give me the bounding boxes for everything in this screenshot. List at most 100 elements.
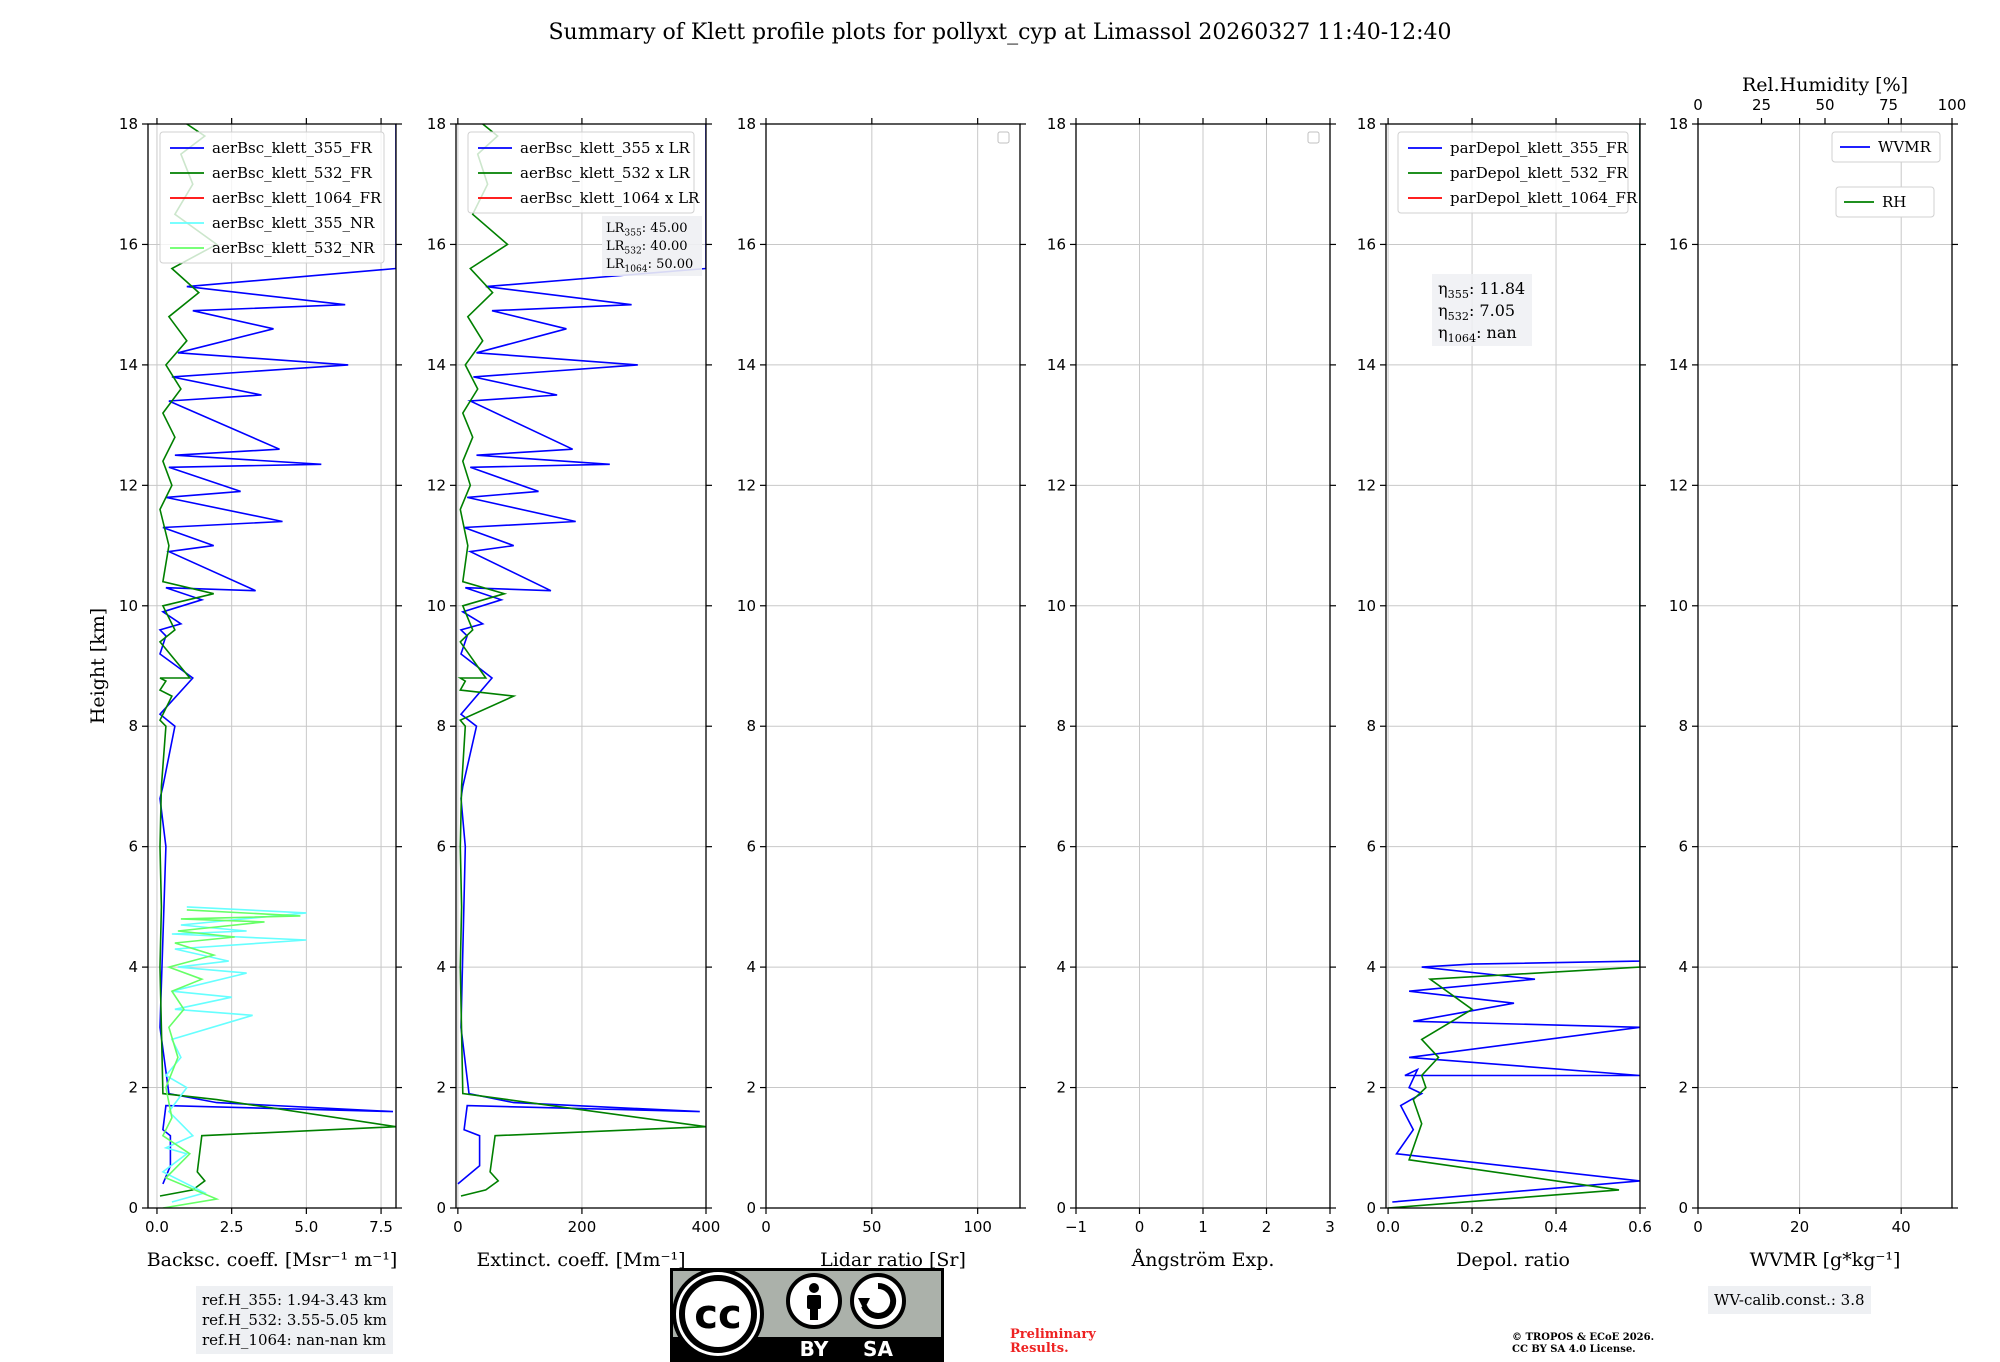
lidar_ratio-y-tick-label-9: 18 [737,115,756,133]
depol-y-tick-label-9: 18 [1357,115,1376,133]
depol-series-parDepol_klett_532_FR [1388,124,1640,1208]
backscatter-y-tick-label-2: 4 [128,958,138,976]
backscatter-y-tick-label-6: 12 [119,476,138,494]
backscatter-legend-label-3: aerBsc_klett_355_NR [212,214,375,232]
wvmr-y-tick-label-2: 4 [1678,958,1688,976]
backscatter-legend-label-0: aerBsc_klett_355_FR [212,139,372,157]
figure-title: Summary of Klett profile plots for polly… [548,20,1452,45]
backscatter-y-tick-label-3: 6 [128,838,138,856]
lidar_ratio-y-tick-label-6: 12 [737,476,756,494]
extinction-legend-label-1: aerBsc_klett_532 x LR [520,164,691,182]
extinction-lr-annotation-1: LR532: 40.00 [606,239,688,256]
extinction-x-tick-label-0: 0 [453,1218,463,1236]
wvmr-x-tick-label-2: 40 [1892,1218,1911,1236]
backscatter-x-tick-label-0: 0.0 [145,1218,169,1236]
backscatter-x-tick-label-1: 2.5 [220,1218,244,1236]
lidar_ratio-x-tick-label-0: 0 [761,1218,771,1236]
backscatter-y-tick-label-9: 18 [119,115,138,133]
depol-legend-box [1397,131,1629,214]
preliminary-line-1: Preliminary [1010,1327,1096,1342]
backscatter-series-aerBsc_klett_532_FR [158,124,396,1197]
wvmr-y-tick-label-0: 0 [1678,1199,1688,1217]
lidar_ratio-x-tick-label-2: 100 [963,1218,992,1236]
lidar_ratio-y-tick-label-5: 10 [737,597,756,615]
depol-y-tick-label-1: 2 [1366,1079,1376,1097]
backscatter-series-group [158,124,396,1208]
extinction-x-tick-label-2: 400 [692,1218,721,1236]
copyright-line-2: CC BY SA 4.0 License. [1512,1344,1636,1355]
wvmr-y-tick-label-1: 2 [1678,1079,1688,1097]
ref-h-355: ref.H_355: 1.94-3.43 km [202,1291,387,1309]
preliminary-line-2: Results. [1010,1341,1069,1356]
wv-calib-box: WV-calib.const.: 3.8 [1708,1286,1871,1314]
extinction-series-group [457,124,706,1197]
backscatter-y-tick-label-0: 0 [128,1199,138,1217]
extinction-y-tick-label-3: 6 [436,838,446,856]
wvmr-y-tick-label-8: 16 [1669,235,1688,253]
wvmr-y-tick-label-4: 8 [1678,717,1688,735]
depol-legend-label-2: parDepol_klett_1064_FR [1450,189,1638,207]
extinction-series-aerBsc_klett_532 x LR [457,124,706,1197]
lidar_ratio-y-tick-label-7: 14 [737,356,756,374]
angstrom-y-tick-label-6: 12 [1047,476,1066,494]
copyright-note: © TROPOS & ECoE 2026. CC BY SA 4.0 Licen… [1512,1332,1654,1356]
depol-eta-annotation-1: η532: 7.05 [1438,301,1515,323]
ref-h-1064: ref.H_1064: nan-nan km [202,1331,387,1349]
depol-legend-label-1: parDepol_klett_532_FR [1450,164,1628,182]
angstrom-x-tick-label-0: −1 [1065,1218,1087,1236]
wvmr-x-axis-label: WVMR [g*kg⁻¹] [1750,1249,1901,1271]
angstrom-x-tick-label-4: 3 [1325,1218,1335,1236]
angstrom-x-tick-label-1: 0 [1135,1218,1145,1236]
wvmr-top-tick-label-0: 0 [1693,96,1703,114]
lidar_ratio-y-tick-label-4: 8 [746,717,756,735]
extinction-y-tick-label-8: 16 [427,235,446,253]
wv-calib-text: WV-calib.const.: 3.8 [1714,1291,1865,1309]
lidar_ratio-y-tick-label-1: 2 [746,1079,756,1097]
wvmr-y-tick-label-9: 18 [1669,115,1688,133]
sa-share-icon [850,1273,906,1329]
wvmr-y-tick-label-7: 14 [1669,356,1688,374]
depol-series-parDepol_klett_355_FR [1392,124,1640,1203]
extinction-y-tick-label-5: 10 [427,597,446,615]
wvmr-legend-label-1: RH [1882,193,1906,211]
extinction-lr-box [602,216,702,276]
preliminary-note: Preliminary Results. [1010,1328,1096,1356]
wvmr-frame [1697,123,1953,1209]
extinction-frame [455,123,707,1209]
angstrom-y-tick-label-3: 6 [1056,838,1066,856]
backscatter-legend-box [159,131,385,264]
depol-eta-box [1432,274,1532,346]
depol-x-axis-label: Depol. ratio [1456,1249,1570,1271]
depol-x-tick-label-3: 0.6 [1628,1218,1652,1236]
backscatter-series-aerBsc_klett_532_NR [161,909,301,1208]
angstrom-y-tick-label-0: 0 [1056,1199,1066,1217]
depol-y-tick-label-0: 0 [1366,1199,1376,1217]
wvmr-top-tick-label-4: 100 [1938,96,1967,114]
angstrom-y-tick-label-9: 18 [1047,115,1066,133]
lidar_ratio-empty-legend [997,131,1010,144]
depol-y-tick-label-6: 12 [1357,476,1376,494]
depol-y-tick-label-2: 4 [1366,958,1376,976]
depol-y-tick-label-8: 16 [1357,235,1376,253]
lidar_ratio-y-tick-label-0: 0 [746,1199,756,1217]
angstrom-x-tick-label-2: 1 [1198,1218,1208,1236]
copyright-line-1: © TROPOS & ECoE 2026. [1512,1332,1655,1343]
depol-x-tick-label-0: 0.0 [1376,1218,1400,1236]
extinction-x-axis-label: Extinct. coeff. [Mm⁻¹] [476,1249,685,1271]
backscatter-y-tick-label-4: 8 [128,717,138,735]
lidar_ratio-x-axis-label: Lidar ratio [Sr] [820,1249,966,1271]
backscatter-legend-label-1: aerBsc_klett_532_FR [212,164,372,182]
backscatter-y-tick-label-1: 2 [128,1079,138,1097]
depol-legend-label-0: parDepol_klett_355_FR [1450,139,1628,157]
extinction-y-tick-label-9: 18 [427,115,446,133]
lidar_ratio-y-tick-label-8: 16 [737,235,756,253]
depol-frame [1385,123,1641,1209]
angstrom-y-tick-label-4: 8 [1056,717,1066,735]
sa-label: SA [863,1337,893,1361]
extinction-legend-box [467,131,695,214]
extinction-legend-label-2: aerBsc_klett_1064 x LR [520,189,700,207]
wvmr-x-tick-label-1: 20 [1790,1218,1809,1236]
backscatter-x-tick-label-2: 5.0 [294,1218,318,1236]
backscatter-x-tick-label-3: 7.5 [369,1218,393,1236]
